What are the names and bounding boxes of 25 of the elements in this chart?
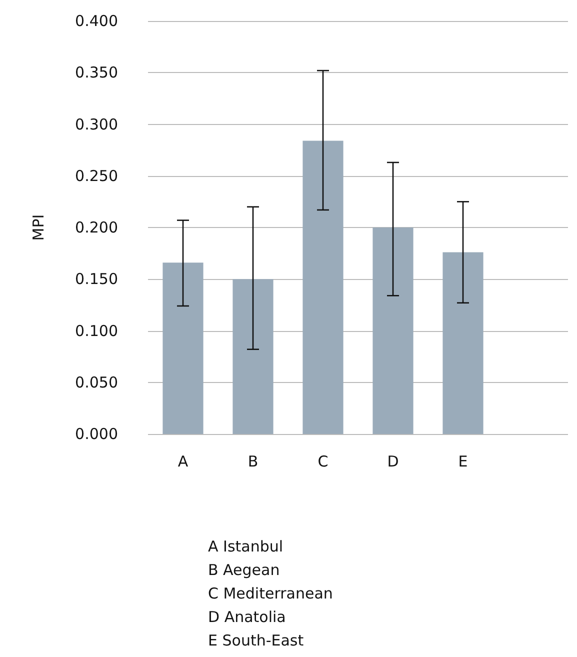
text: A Istanbul xyxy=(208,538,284,556)
y-tick-label: 0.200 xyxy=(75,218,118,236)
bar xyxy=(162,262,204,434)
text: E South-East xyxy=(208,632,304,650)
bar xyxy=(302,140,344,434)
x-tick-label: A xyxy=(178,452,189,470)
bar xyxy=(372,228,414,434)
x-tick-label: C xyxy=(318,452,328,470)
y-tick-label: 0.000 xyxy=(75,425,118,443)
x-tick-label: E xyxy=(458,452,468,470)
y-tick-label: 0.300 xyxy=(75,115,118,134)
y-tick-label: 0.250 xyxy=(75,166,118,185)
x-tick-label: D xyxy=(387,452,399,470)
y-tick-label: 0.400 xyxy=(75,12,118,30)
text: D Anatolia xyxy=(208,608,286,626)
y-tick-label: 0.100 xyxy=(75,322,118,340)
y-tick-label: 0.350 xyxy=(75,64,118,82)
x-tick-label: B xyxy=(248,452,258,470)
y-axis-title: MPI xyxy=(30,214,48,241)
text: C Mediterranean xyxy=(208,584,333,602)
bar xyxy=(232,279,274,434)
text: B Aegean xyxy=(208,561,280,579)
bar xyxy=(442,252,484,434)
y-tick-label: 0.050 xyxy=(75,373,118,392)
y-tick-label: 0.150 xyxy=(75,270,118,288)
